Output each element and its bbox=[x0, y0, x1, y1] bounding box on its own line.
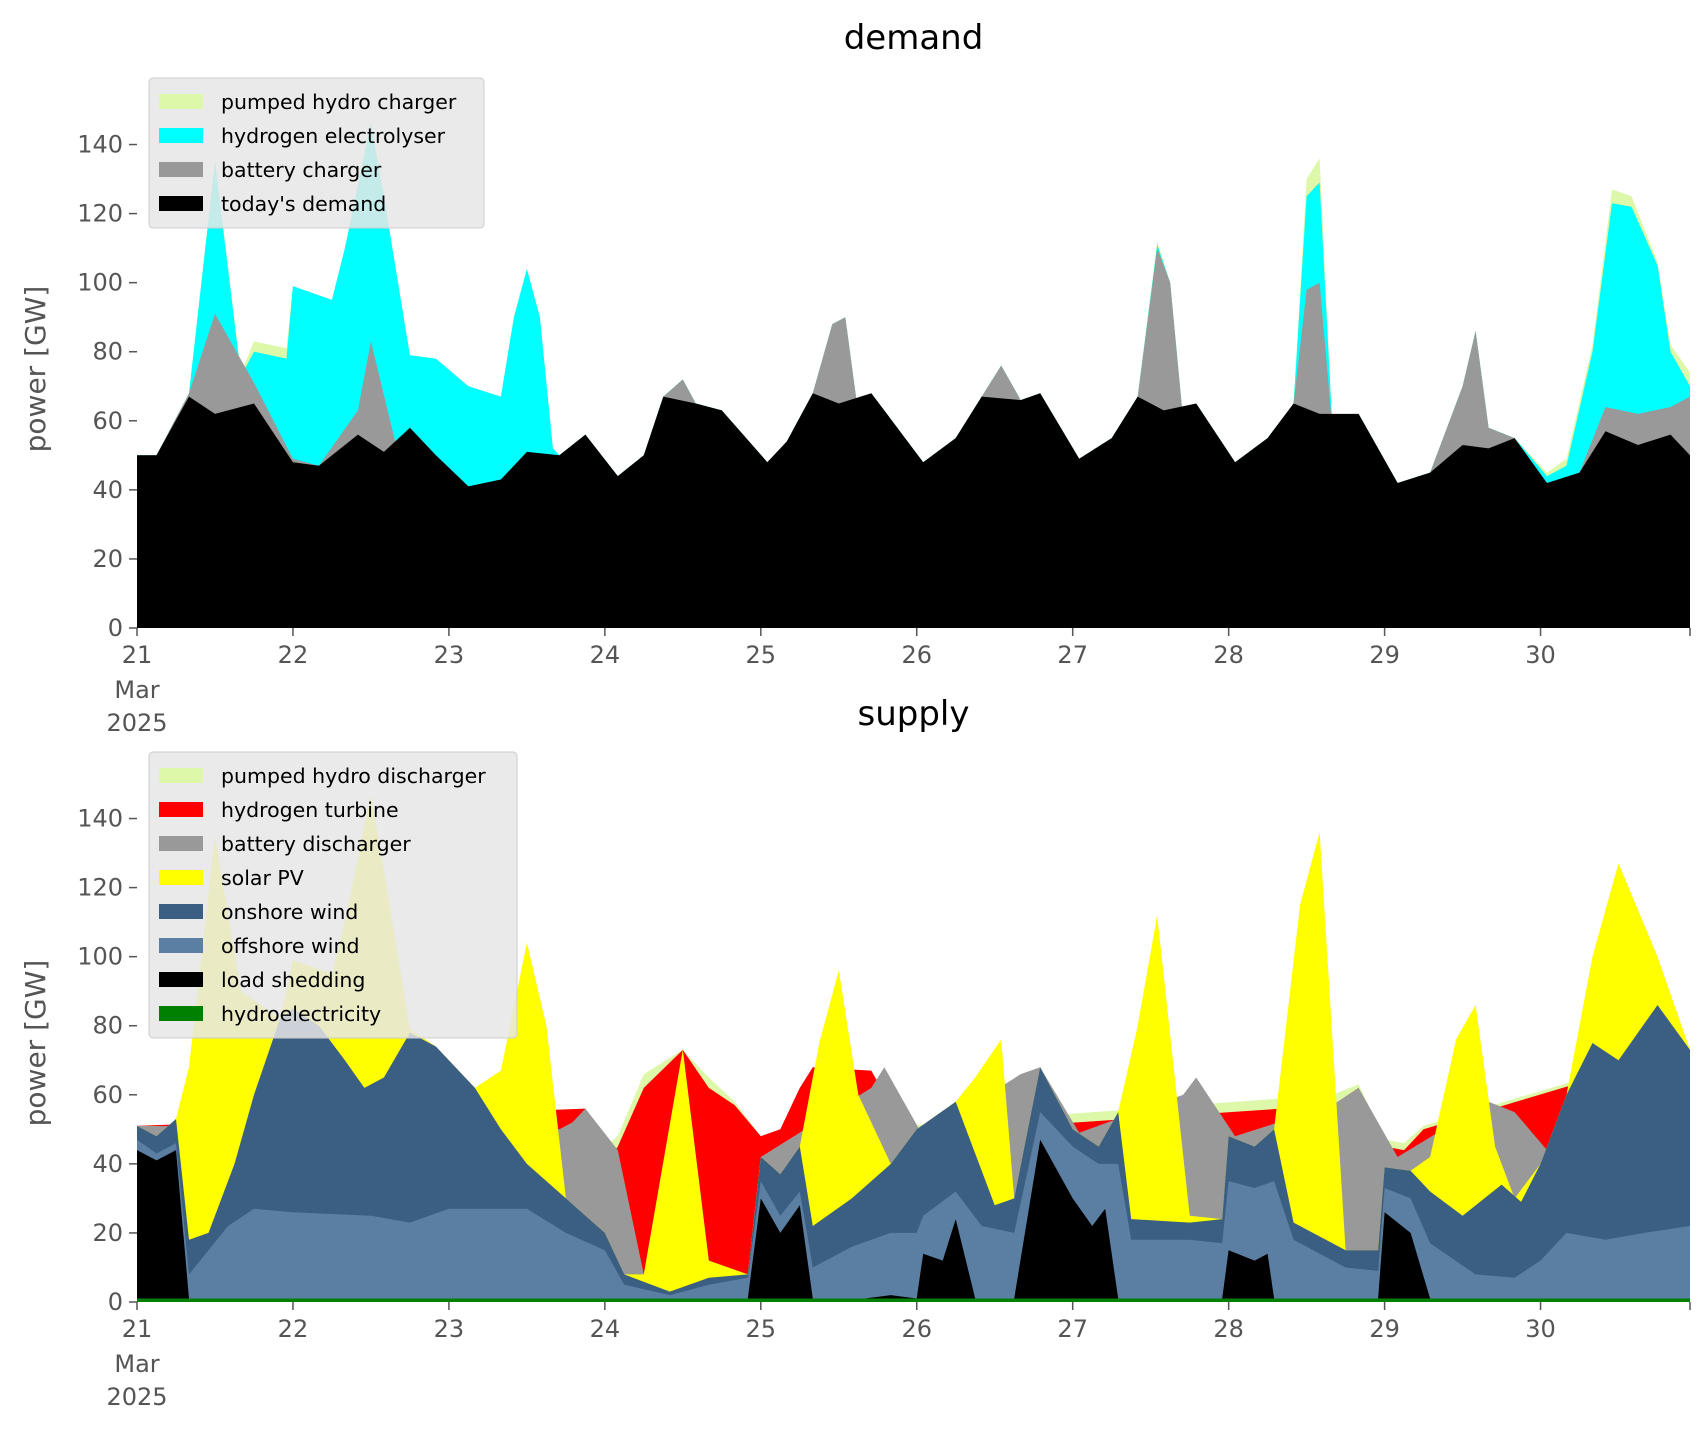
legend-swatch bbox=[159, 94, 203, 109]
supply-legend-box bbox=[148, 751, 518, 1039]
supply-y-tick-label: 100 bbox=[77, 943, 123, 971]
supply-x-tick-sublabel: Mar bbox=[114, 1350, 159, 1378]
demand-y-tick-label: 120 bbox=[77, 200, 123, 228]
legend-label: hydroelectricity bbox=[221, 1002, 381, 1026]
supply-y-tick-label: 0 bbox=[108, 1288, 123, 1316]
demand-y-tick-label: 20 bbox=[92, 545, 123, 573]
demand-y-axis-label: power [GW] bbox=[19, 286, 52, 453]
demand-y-tick-label: 0 bbox=[108, 614, 123, 642]
supply-x-tick-label: 30 bbox=[1525, 1315, 1556, 1343]
legend-swatch bbox=[159, 768, 203, 783]
demand-y-tick-label: 140 bbox=[77, 131, 123, 159]
legend-label: pumped hydro discharger bbox=[221, 764, 486, 788]
legend-swatch bbox=[159, 1006, 203, 1021]
demand-y-tick-label: 100 bbox=[77, 269, 123, 297]
demand-y-tick-label: 40 bbox=[92, 476, 123, 504]
legend-swatch bbox=[159, 938, 203, 953]
demand-y-tick-label: 80 bbox=[92, 338, 123, 366]
supply-y-tick-label: 60 bbox=[92, 1081, 123, 1109]
supply-x-tick-label: 29 bbox=[1369, 1315, 1400, 1343]
supply-x-tick-label: 28 bbox=[1213, 1315, 1244, 1343]
legend-swatch bbox=[159, 972, 203, 987]
supply-x-tick-label: 23 bbox=[434, 1315, 465, 1343]
demand-x-tick-label: 27 bbox=[1057, 641, 1088, 669]
demand-x-tick-label: 23 bbox=[434, 641, 465, 669]
supply-x-tick-label: 26 bbox=[901, 1315, 932, 1343]
demand-chart: demand power [GW] 0 20 40 60 80 100 120 140 21 Mar 2… bbox=[19, 18, 1691, 737]
demand-x-tick-label: 29 bbox=[1369, 641, 1400, 669]
legend-label: battery charger bbox=[221, 158, 382, 182]
supply-x-tick-label: 24 bbox=[590, 1315, 621, 1343]
area-offshore-wind bbox=[137, 1112, 1690, 1302]
demand-x-tick-sublabel: Mar bbox=[114, 676, 159, 704]
demand-x-tick-label: 22 bbox=[278, 641, 309, 669]
supply-x-tick-label: 27 bbox=[1057, 1315, 1088, 1343]
demand-x-tick-label: 25 bbox=[746, 641, 777, 669]
supply-y-tick-label: 40 bbox=[92, 1150, 123, 1178]
area-today-s-demand bbox=[137, 393, 1690, 628]
legend-swatch bbox=[159, 128, 203, 143]
legend-swatch bbox=[159, 196, 203, 211]
legend-label: onshore wind bbox=[221, 900, 358, 924]
supply-y-tick-label: 20 bbox=[92, 1219, 123, 1247]
legend-label: hydrogen turbine bbox=[221, 798, 399, 822]
demand-y-tick-label: 60 bbox=[92, 407, 123, 435]
legend-label: today's demand bbox=[221, 192, 386, 216]
demand-x-tick-label: 30 bbox=[1525, 641, 1556, 669]
legend-swatch bbox=[159, 836, 203, 851]
supply-x-tick-label: 22 bbox=[278, 1315, 309, 1343]
supply-chart: supply power [GW] 0 20 40 60 80 100 120 140 21 Mar 2… bbox=[19, 694, 1691, 1411]
demand-x-tick-sublabel: 2025 bbox=[106, 709, 167, 737]
demand-x-tick-label: 24 bbox=[590, 641, 621, 669]
supply-y-tick-label: 80 bbox=[92, 1012, 123, 1040]
demand-legend: pumped hydro charger hydrogen electrolyse… bbox=[148, 77, 485, 229]
legend-swatch bbox=[159, 162, 203, 177]
supply-y-tick-label: 140 bbox=[77, 805, 123, 833]
demand-x-tick-label: 21 bbox=[122, 641, 153, 669]
legend-label: solar PV bbox=[221, 866, 304, 890]
demand-x-tick-label: 26 bbox=[901, 641, 932, 669]
supply-y-tick-label: 120 bbox=[77, 874, 123, 902]
supply-y-axis-label: power [GW] bbox=[19, 960, 52, 1127]
legend-label: pumped hydro charger bbox=[221, 90, 457, 114]
supply-x-tick-sublabel: 2025 bbox=[106, 1383, 167, 1411]
supply-x-tick-label: 25 bbox=[746, 1315, 777, 1343]
legend-label: load shedding bbox=[221, 968, 365, 992]
supply-areas bbox=[137, 794, 1690, 1302]
demand-legend-box bbox=[148, 77, 485, 229]
area-hydroelectricity bbox=[137, 1298, 1690, 1302]
supply-legend: pumped hydro discharger hydrogen turbine b… bbox=[148, 751, 518, 1039]
demand-x-tick-label: 28 bbox=[1213, 641, 1244, 669]
legend-swatch bbox=[159, 802, 203, 817]
legend-swatch bbox=[159, 904, 203, 919]
supply-title: supply bbox=[858, 694, 970, 734]
demand-areas bbox=[137, 120, 1690, 629]
legend-label: hydrogen electrolyser bbox=[221, 124, 446, 148]
demand-title: demand bbox=[844, 18, 984, 58]
legend-label: battery discharger bbox=[221, 832, 411, 856]
legend-swatch bbox=[159, 870, 203, 885]
legend-label: offshore wind bbox=[221, 934, 359, 958]
supply-x-tick-label: 21 bbox=[122, 1315, 153, 1343]
